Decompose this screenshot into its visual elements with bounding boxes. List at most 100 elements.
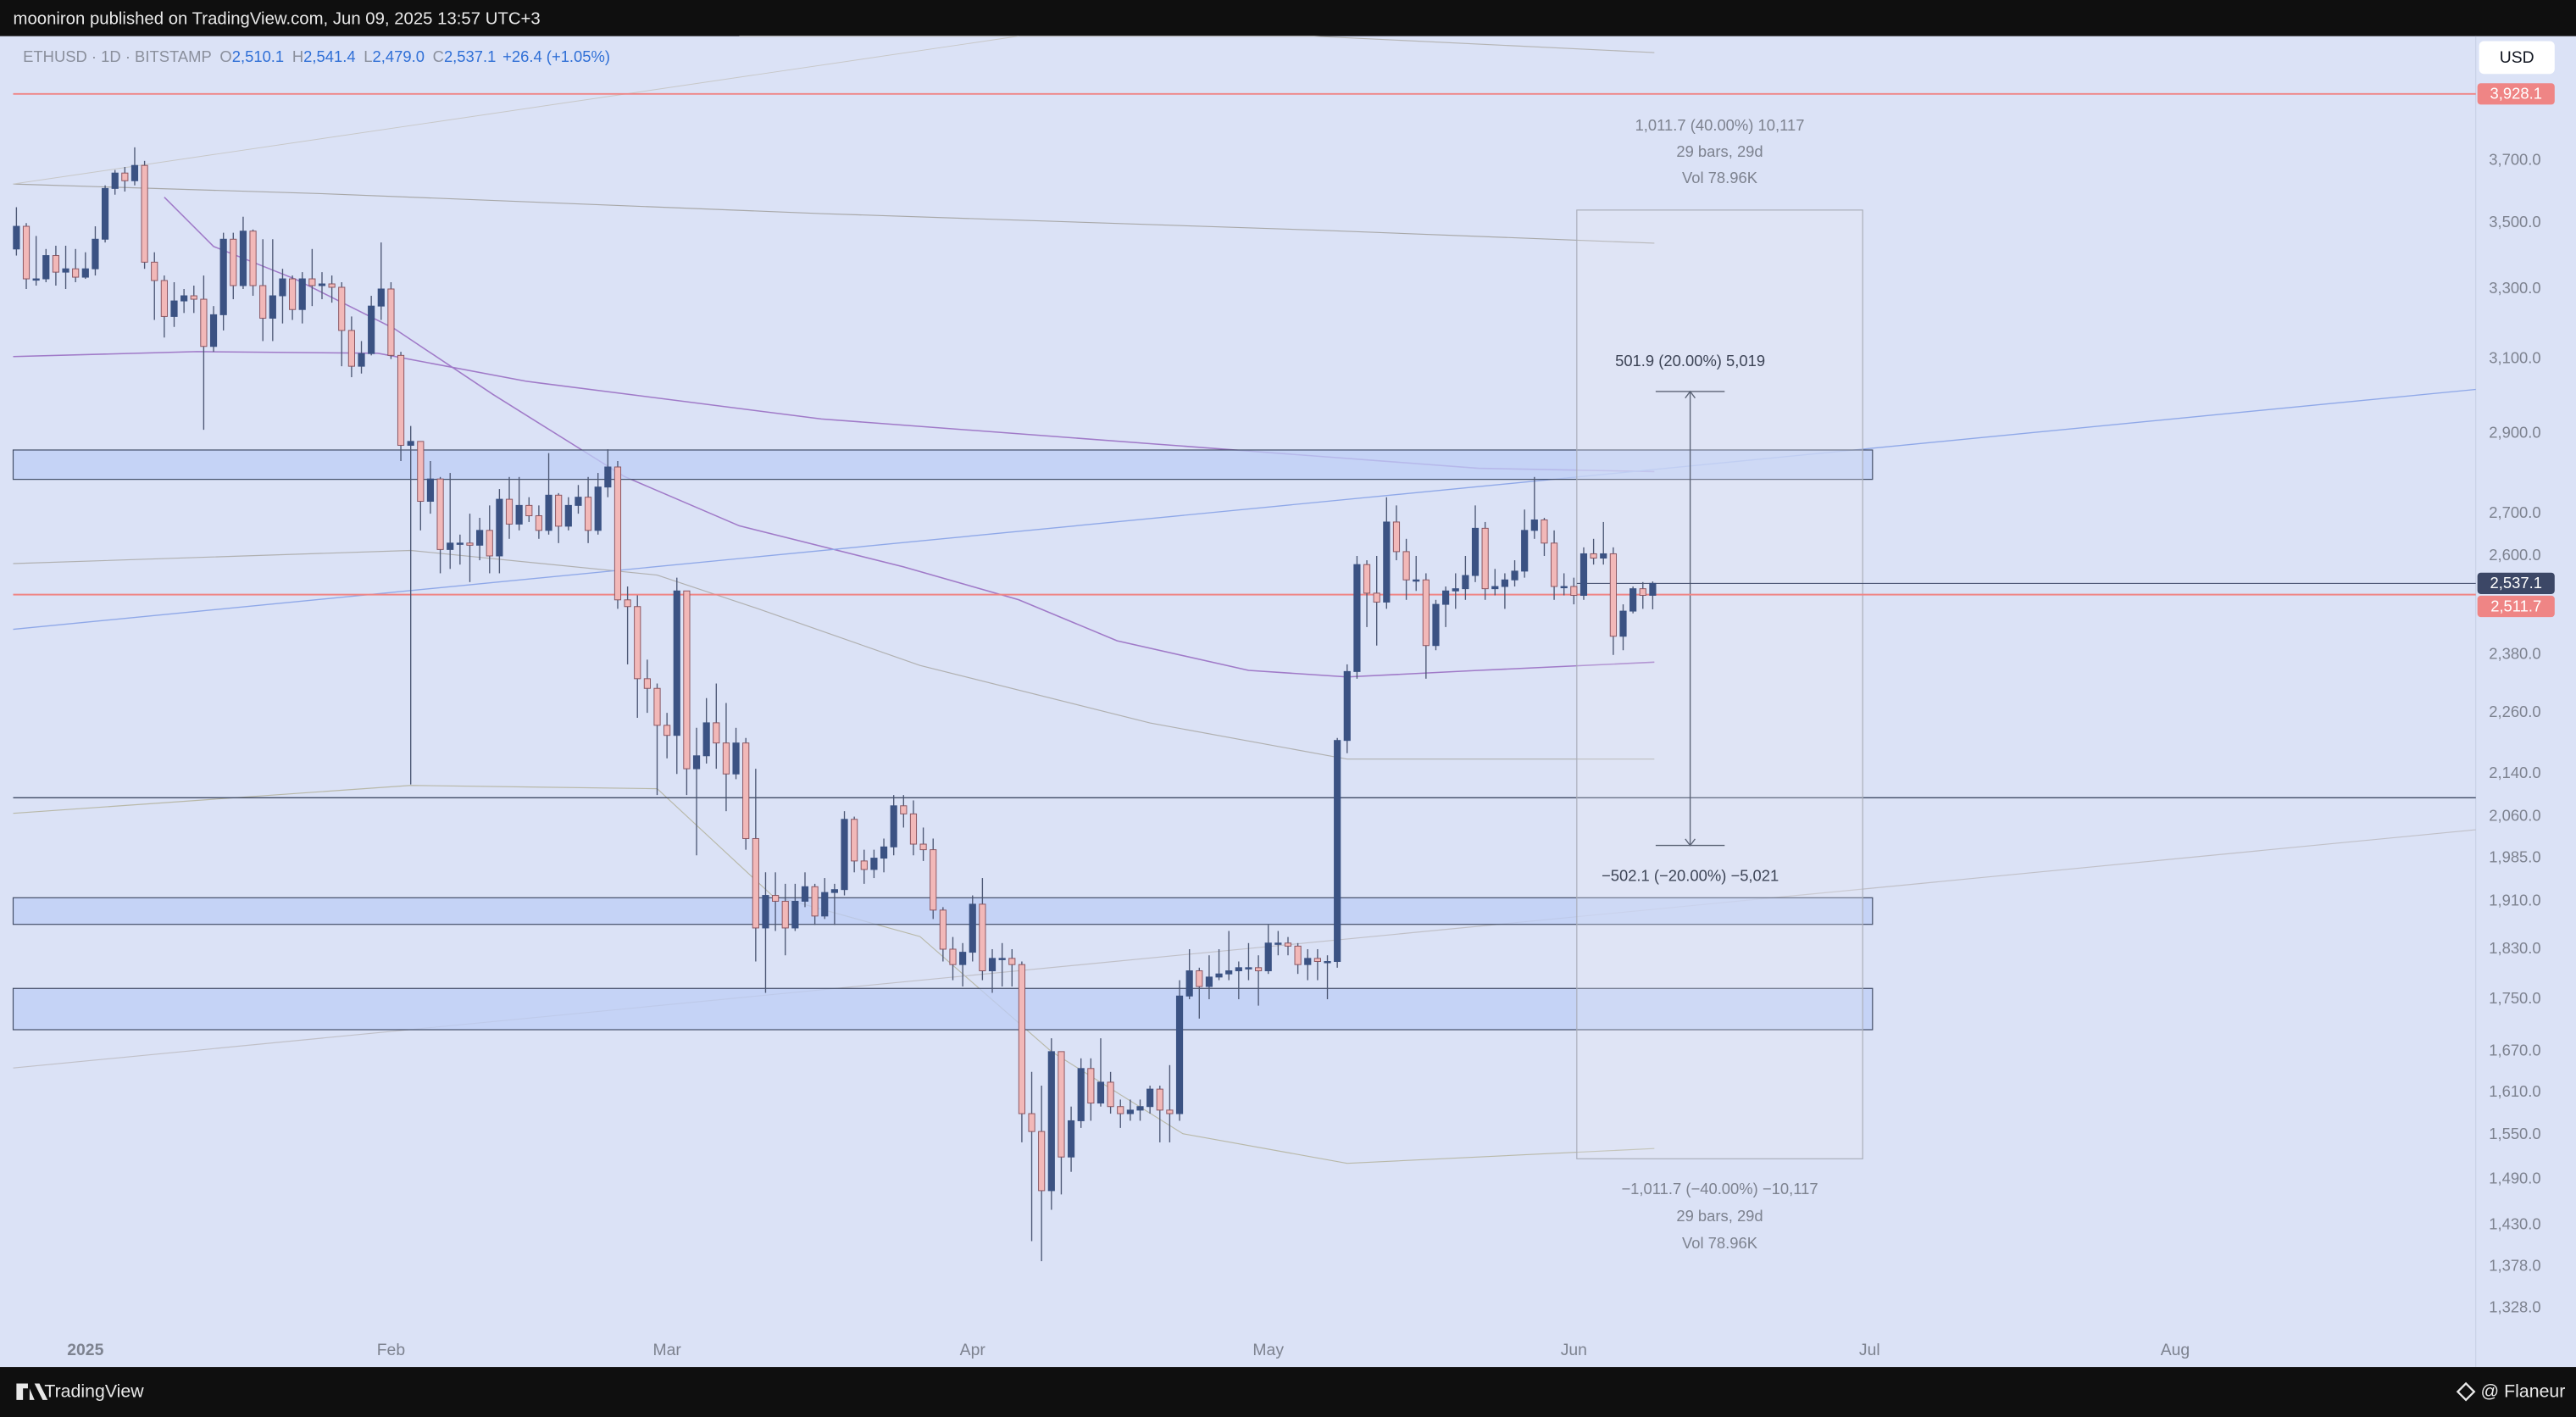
candle-body [1058,1051,1065,1158]
candle-body [1462,575,1469,590]
candle-body [1313,958,1321,962]
candle-body [1609,553,1617,637]
candle-body [1175,995,1184,1114]
candle-body [1442,590,1450,605]
candle-body [209,314,218,347]
moving-average [13,183,1655,244]
y-tick-label: 1,830.0 [2489,939,2540,957]
candle-body [1560,586,1568,589]
candle-body [643,678,651,689]
candle-body [979,903,986,971]
candle-body [1156,1088,1163,1111]
y-tick-label: 1,378.0 [2489,1257,2540,1275]
brand-logo [16,1383,48,1400]
candle-body [1077,1068,1085,1121]
y-tick-label: 2,060.0 [2489,806,2540,824]
y-tick-label: 1,550.0 [2489,1125,2540,1142]
candle-body [417,441,425,503]
moving-average [13,785,1655,1164]
footer: TradingView @ Flaneur [16,1381,2565,1402]
candle-body [1284,942,1292,947]
candle-body [1413,579,1420,582]
currency-label[interactable]: USD [2500,48,2534,67]
candle-body [1619,610,1627,637]
y-tick-label: 1,670.0 [2489,1042,2540,1059]
candle-body [160,280,168,317]
legend-change: +26.4 (+1.05%) [502,47,610,65]
candle-body [1107,1081,1114,1108]
candle-body [525,504,533,517]
header-text: mooniron published on TradingView.com, J… [14,10,541,29]
candle-body [1511,570,1518,581]
measure-label: Vol 78.96K [1682,1234,1758,1252]
x-tick-label: Apr [960,1341,986,1359]
candle-body [555,494,563,527]
candle-body [1215,973,1223,978]
y-tick-label: 3,500.0 [2489,213,2540,231]
candle-body [1579,553,1588,597]
candle-body [1373,592,1380,603]
x-tick-label: Jul [1859,1341,1880,1359]
candle-body [791,900,799,929]
price-badge-label: 2,511.7 [2490,597,2541,614]
candle-body [1481,527,1489,590]
y-tick-label: 2,700.0 [2489,503,2540,521]
candle-body [170,300,178,317]
candle-body [1392,521,1401,553]
legend-key: L [364,47,372,65]
candle-body [841,819,848,891]
candle-body [426,478,435,503]
candle-body [1274,942,1282,945]
overlays [13,36,2476,1164]
legend-value: 2,510.1 [232,47,284,65]
measure-label: 29 bars, 29d [1676,142,1763,160]
candle-body [673,590,680,736]
measure-box [1576,209,1863,1159]
candle-body [101,187,109,240]
candle-body [811,886,819,917]
price-badge [2477,83,2555,105]
y-tick-label: 1,985.0 [2489,847,2540,865]
x-tick-label: Mar [652,1341,681,1359]
candle-body [1402,551,1410,581]
candle-body [564,504,572,527]
candle-body [634,606,641,680]
candle-body [22,225,31,280]
candle-body [702,722,710,757]
currency-button[interactable] [2479,41,2555,75]
candle-body [969,903,976,953]
y-tick-label: 2,900.0 [2489,424,2540,442]
candle-body [52,255,60,273]
candle-body [1117,1106,1124,1114]
candle-body [219,238,227,315]
candle-body [42,255,50,280]
chart-background [0,36,2576,1368]
candle-body [900,805,908,814]
candle-body [486,530,493,557]
candle-body [1334,740,1341,962]
candle-body [880,846,888,859]
candle-body [742,742,750,839]
candle-body [476,530,484,546]
candle-body [535,515,543,531]
y-tick-label: 2,260.0 [2489,703,2540,720]
candle-body [436,478,444,550]
candle-body [1432,603,1440,647]
candle-body [130,164,139,181]
legend: ETHUSD · 1D · BITSTAMP O2,510.1 H2,541.4 L2… [23,47,610,65]
candle-body [624,599,631,608]
author-name[interactable]: @ Flaneur [2481,1381,2566,1402]
candle-body [249,231,257,286]
y-tick-label: 1,750.0 [2489,989,2540,1007]
candle-body [1235,967,1242,971]
y-tick-label: 2,140.0 [2489,764,2540,781]
candle-body [692,755,701,770]
price-badge-label: 3,928.1 [2490,85,2542,103]
candle-body [1501,579,1509,587]
candle-body [1205,976,1213,987]
candle-body [259,285,267,319]
measure-label: −1,011.7 (−40.00%) −10,117 [1621,1180,1818,1198]
candle-body [397,354,405,446]
candle-body [604,466,612,488]
